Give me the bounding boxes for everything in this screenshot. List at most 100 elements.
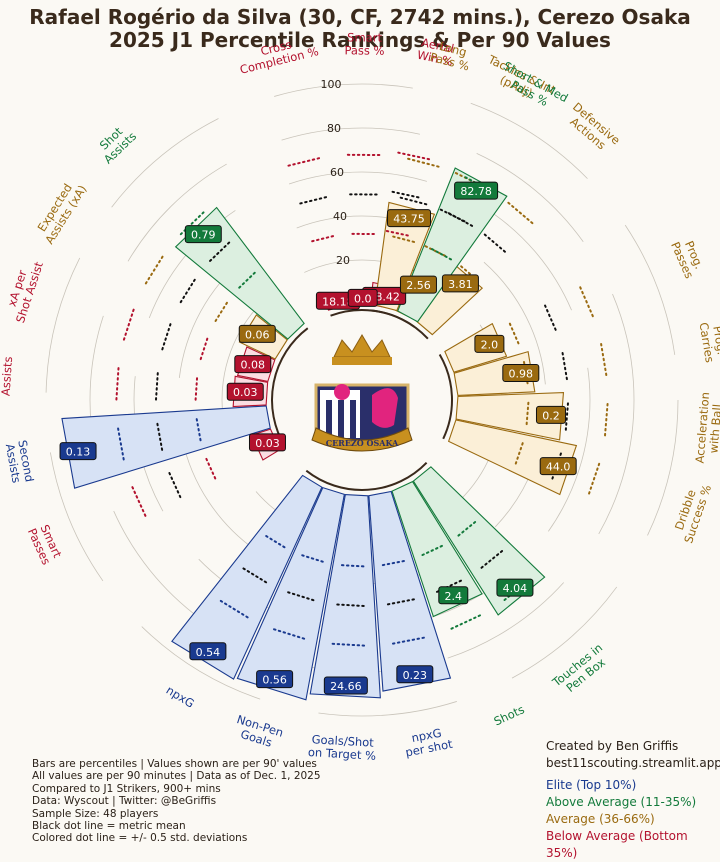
dotted-reference-line <box>146 256 163 283</box>
radial-tick-label: 20 <box>336 254 350 267</box>
value-label: 0.2 <box>542 409 560 422</box>
note-line: Data: Wyscout | Twitter: @BeGriffis <box>32 795 321 807</box>
legend-elite: Elite (Top 10%) <box>546 777 720 794</box>
crest-stripe <box>338 400 344 438</box>
value-label: 0.54 <box>196 646 221 659</box>
dotted-reference-line <box>201 339 208 360</box>
value-label: 0.08 <box>241 359 266 372</box>
category-label: Touches inPen Box <box>549 641 614 701</box>
dotted-reference-line <box>206 459 215 479</box>
category-label: ShotAssists <box>92 120 139 167</box>
crest-cherry-blossom-icon <box>334 384 350 400</box>
radial-tick-labels: 020406080100 <box>321 78 351 306</box>
dotted-reference-line <box>563 353 567 379</box>
value-label: 3.81 <box>448 278 473 291</box>
value-label: 0.06 <box>245 328 270 341</box>
crest-wolf-icon <box>372 388 398 428</box>
value-label: 0.03 <box>233 386 258 399</box>
category-label: Assists <box>0 356 15 396</box>
value-label: 2.4 <box>445 590 463 603</box>
value-label: 0.0 <box>354 292 372 305</box>
crest-stripe <box>326 400 332 438</box>
category-label: ExpectedAssists (xA) <box>31 176 89 247</box>
dotted-reference-line <box>580 287 593 316</box>
footnotes: Bars are percentiles | Values shown are … <box>32 758 321 845</box>
value-label: 43.75 <box>393 213 425 226</box>
value-label: 0.56 <box>262 674 287 687</box>
dotted-reference-line <box>116 368 118 400</box>
dotted-reference-line <box>216 303 227 321</box>
dotted-reference-line <box>398 153 430 160</box>
value-label: 0.98 <box>509 368 534 381</box>
dotted-reference-line <box>545 306 556 330</box>
dotted-reference-line <box>124 309 134 339</box>
dotted-reference-line <box>312 236 333 241</box>
dotted-reference-line <box>169 473 180 497</box>
credit-author: Created by Ben Griffis <box>546 738 720 755</box>
note-line: Bars are percentiles | Values shown are … <box>32 758 321 770</box>
category-label: Non-PenGoals <box>231 712 285 752</box>
category-label: Prog.Passes <box>668 234 708 280</box>
note-line: Colored dot line = +/- 0.5 std. deviatio… <box>32 832 321 844</box>
crest-crown-icon <box>334 335 390 357</box>
value-label: 0.03 <box>255 437 280 450</box>
dotted-reference-line <box>132 487 145 516</box>
dotted-reference-line <box>162 324 170 349</box>
note-line: Black dot line = metric mean <box>32 820 321 832</box>
legend-average: Average (36-66%) <box>546 811 720 828</box>
value-label: 0.13 <box>66 446 91 459</box>
category-label: Prog.Carries <box>696 319 720 363</box>
category-label: xA perShot Assist <box>1 256 46 325</box>
dotted-reference-line <box>566 403 568 430</box>
crest-crown-band <box>332 357 392 365</box>
category-label: Accelerationwith Ball <box>693 391 720 464</box>
radial-tick-label: 80 <box>327 122 341 135</box>
category-label: DribbleSuccess % <box>669 479 714 545</box>
cerezo-osaka-crest: CEREZO OSAKA <box>312 335 412 451</box>
category-label: SmartPasses <box>25 521 66 567</box>
crest-stripe <box>350 400 356 438</box>
radial-tick-label: 60 <box>330 166 344 179</box>
dotted-reference-line <box>589 464 599 494</box>
value-label: 82.78 <box>460 185 492 198</box>
dotted-reference-line <box>300 197 326 203</box>
value-label: 2.56 <box>406 279 431 292</box>
value-label: 0.23 <box>403 669 428 682</box>
category-label: DefensiveActions <box>562 100 623 158</box>
crest-banner-text: CEREZO OSAKA <box>326 438 399 448</box>
category-label: npxGper shot <box>402 724 454 760</box>
dotted-reference-line <box>401 198 427 205</box>
radial-tick-label: 100 <box>321 78 342 91</box>
dotted-reference-line <box>393 192 420 198</box>
dotted-reference-line <box>605 404 608 436</box>
legend-above-average: Above Average (11-35%) <box>546 794 720 811</box>
value-label: 2.0 <box>481 338 499 351</box>
credit-block: Created by Ben Griffis best11scouting.st… <box>546 738 720 862</box>
dotted-reference-line <box>451 615 480 628</box>
category-label: npxG <box>164 683 197 711</box>
group-arc <box>440 355 452 439</box>
value-label: 4.04 <box>503 582 528 595</box>
note-line: Compared to J1 Strikers, 900+ mins <box>32 783 321 795</box>
value-label: 0.79 <box>191 229 216 242</box>
dotted-reference-line <box>181 280 195 303</box>
category-label: CrossCompletion % <box>235 31 320 76</box>
dotted-reference-line <box>196 378 197 400</box>
dotted-reference-line <box>508 203 532 224</box>
value-label: 24.66 <box>330 680 362 693</box>
radial-tick-label: 40 <box>333 210 347 223</box>
category-label: Shots <box>492 702 527 728</box>
category-label: SecondAssists <box>3 439 37 485</box>
dotted-reference-line <box>156 373 158 400</box>
dotted-reference-line <box>510 324 519 344</box>
legend-below-average: Below Average (Bottom 35%) <box>546 828 720 862</box>
dotted-reference-line <box>408 159 439 167</box>
dotted-reference-line <box>485 235 505 252</box>
value-label: 44.0 <box>546 461 571 474</box>
dotted-reference-line <box>288 158 319 166</box>
credit-site: best11scouting.streamlit.app <box>546 755 720 772</box>
note-line: All values are per 90 minutes | Data as … <box>32 770 321 782</box>
dotted-reference-line <box>601 344 606 375</box>
